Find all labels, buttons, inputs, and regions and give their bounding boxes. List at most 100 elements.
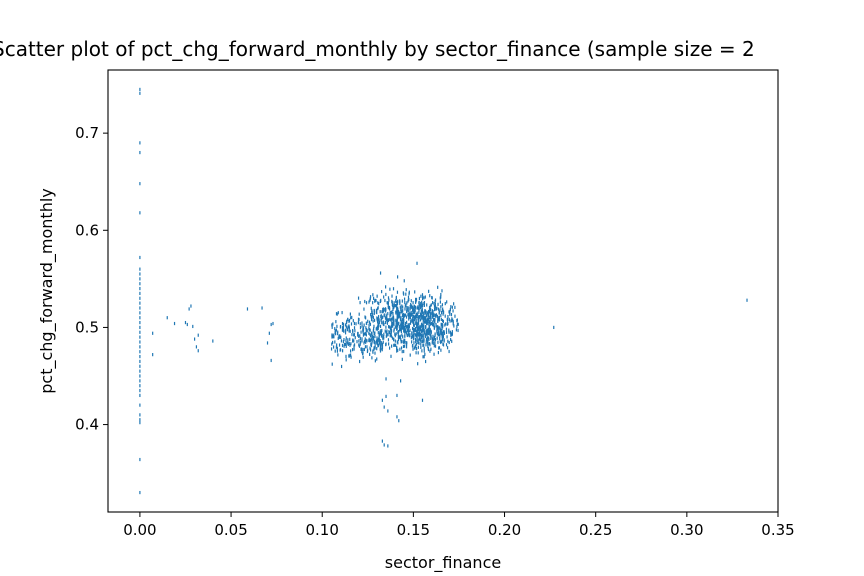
scatter-point [413, 308, 415, 313]
scatter-point [333, 333, 335, 337]
scatter-point [373, 331, 375, 336]
scatter-point [365, 316, 367, 320]
scatter-point [438, 346, 440, 350]
scatter-point [408, 334, 411, 338]
scatter-point [429, 313, 431, 318]
scatter-point [450, 337, 452, 342]
scatter-point [456, 318, 458, 322]
scatter-point [401, 326, 403, 330]
scatter-point [371, 336, 373, 341]
scatter-point [353, 339, 355, 343]
scatter-point [421, 323, 424, 327]
scatter-point [369, 339, 371, 343]
scatter-point [425, 340, 427, 344]
scatter-point [391, 344, 393, 348]
scatter-point [418, 326, 420, 330]
points-layer [139, 87, 748, 495]
scatter-point [414, 328, 417, 333]
scatter-point [414, 308, 416, 312]
scatter-point [373, 346, 375, 350]
scatter-point [374, 334, 376, 339]
scatter-point [425, 337, 428, 342]
scatter-point [423, 318, 425, 322]
scatter-point [416, 261, 418, 265]
scatter-point [359, 359, 361, 364]
scatter-point [423, 355, 425, 359]
scatter-point [388, 298, 390, 302]
scatter-point [349, 343, 351, 347]
scatter-point [381, 334, 383, 338]
scatter-point [381, 317, 383, 321]
scatter-point [378, 322, 380, 326]
scatter-point [361, 339, 363, 343]
scatter-point [381, 290, 383, 294]
scatter-point [387, 312, 389, 316]
scatter-point [420, 301, 422, 306]
scatter-point [383, 295, 385, 299]
plot-area-frame [107, 69, 779, 513]
scatter-point [449, 319, 451, 323]
scatter-point [412, 301, 414, 305]
scatter-point [370, 318, 373, 322]
scatter-point [421, 311, 423, 315]
scatter-point [430, 321, 433, 326]
scatter-point [431, 313, 433, 317]
scatter-point [394, 343, 396, 347]
scatter-point [358, 312, 360, 316]
scatter-point [440, 348, 442, 352]
scatter-point [139, 91, 141, 95]
scatter-point [139, 255, 141, 260]
scatter-point [457, 322, 459, 326]
scatter-point [353, 321, 356, 326]
scatter-point [371, 310, 373, 315]
scatter-point [379, 338, 381, 343]
scatter-point [444, 314, 446, 318]
scatter-point [362, 347, 364, 352]
scatter-point [422, 320, 424, 325]
scatter-point [415, 340, 417, 344]
scatter-point [342, 349, 344, 353]
scatter-point [409, 304, 411, 309]
scatter-point [350, 342, 352, 346]
scatter-point [387, 338, 390, 342]
scatter-point [453, 302, 455, 306]
scatter-point [427, 309, 430, 314]
scatter-point [417, 340, 419, 344]
scatter-point [343, 344, 345, 348]
x-tick-label: 0.05 [214, 521, 247, 539]
scatter-point [366, 348, 369, 352]
scatter-point [339, 325, 342, 329]
scatter-point [387, 444, 389, 448]
scatter-point [401, 313, 404, 318]
scatter-point [396, 349, 398, 353]
scatter-point [401, 304, 403, 308]
scatter-point [450, 333, 452, 337]
scatter-point [441, 318, 444, 323]
scatter-point [371, 356, 373, 360]
scatter-point [441, 303, 444, 307]
scatter-point [139, 421, 141, 425]
scatter-point [395, 311, 397, 315]
scatter-point [352, 329, 354, 334]
scatter-point [440, 311, 443, 315]
scatter-point [407, 306, 409, 310]
scatter-point [434, 313, 437, 318]
scatter-point [433, 304, 436, 308]
scatter-point [369, 346, 371, 350]
scatter-point [370, 342, 372, 346]
scatter-point [411, 305, 414, 309]
scatter-point [414, 344, 416, 348]
scatter-point [434, 304, 437, 309]
scatter-point [194, 337, 196, 341]
scatter-point [429, 328, 431, 332]
scatter-point [341, 343, 344, 348]
scatter-point [375, 310, 377, 314]
scatter-point [369, 352, 371, 356]
scatter-point [437, 325, 439, 329]
scatter-point [386, 333, 388, 338]
scatter-point [423, 346, 425, 350]
scatter-point [423, 333, 425, 338]
scatter-point [369, 295, 372, 299]
scatter-point [139, 335, 141, 339]
scatter-point [357, 317, 360, 321]
